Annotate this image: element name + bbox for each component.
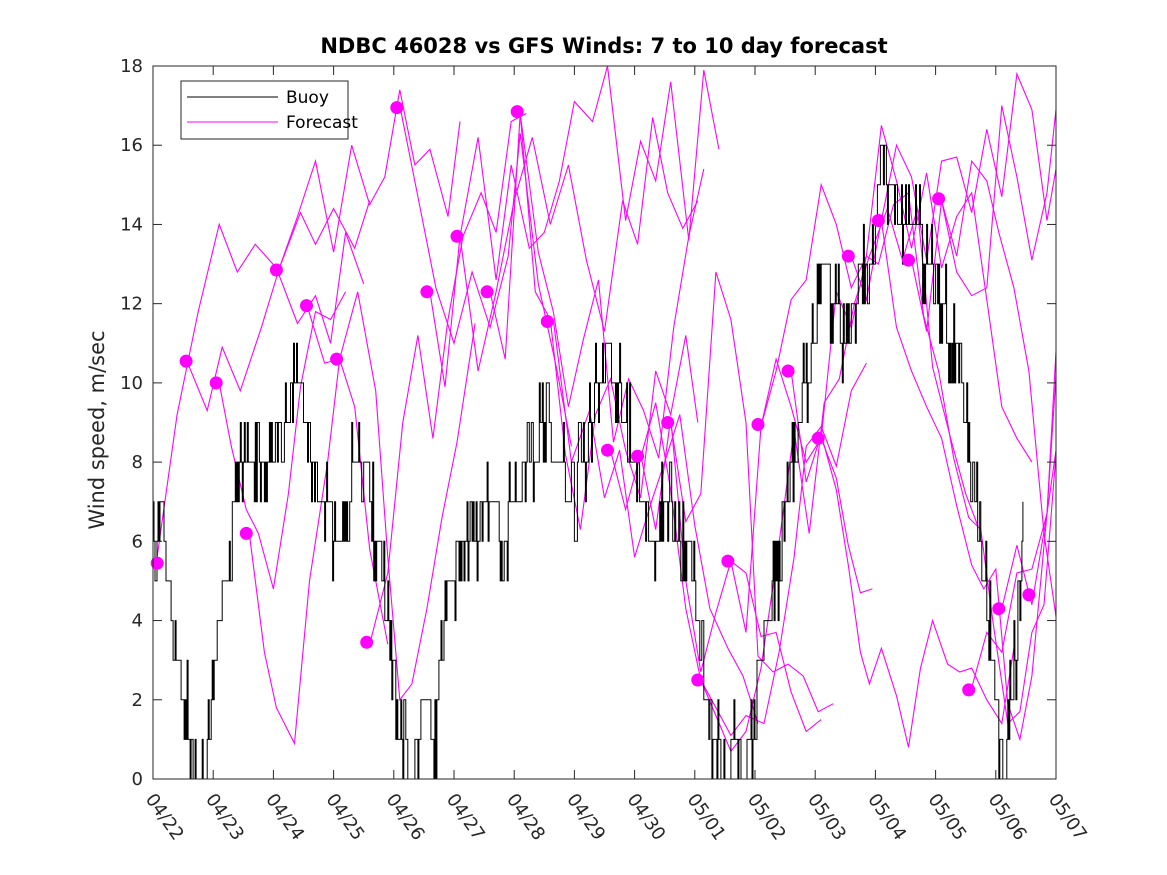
forecast-marker-15 xyxy=(631,449,645,463)
forecast-marker-5 xyxy=(300,299,313,313)
forecast-marker-9 xyxy=(420,285,434,299)
forecast-marker-10 xyxy=(450,229,464,243)
y-tick-label-2: 4 xyxy=(132,611,143,632)
forecast-markers xyxy=(150,101,1036,697)
forecast-line-17 xyxy=(730,356,873,633)
y-tick-label-8: 16 xyxy=(120,135,143,156)
forecast-marker-14 xyxy=(601,443,614,457)
forecast-marker-19 xyxy=(751,418,765,431)
forecast-marker-2 xyxy=(209,376,223,390)
forecast-marker-13 xyxy=(540,315,554,328)
forecast-marker-16 xyxy=(661,416,675,429)
y-tick-label-5: 10 xyxy=(120,373,143,394)
forecast-marker-1 xyxy=(179,354,193,368)
forecast-marker-26 xyxy=(962,683,976,697)
y-tick-label-7: 14 xyxy=(120,214,143,235)
y-tick-label-3: 6 xyxy=(132,531,143,552)
forecast-marker-3 xyxy=(239,526,253,540)
forecast-line-6 xyxy=(369,113,527,645)
forecast-line-24 xyxy=(941,159,1057,617)
forecast-marker-20 xyxy=(781,364,795,378)
forecast-line-21 xyxy=(850,71,1057,302)
forecast-line-10 xyxy=(489,113,705,459)
y-tick-label-6: 12 xyxy=(120,294,143,315)
legend-buoy-label: Buoy xyxy=(286,88,329,108)
forecast-marker-12 xyxy=(510,105,524,119)
buoy-series xyxy=(153,144,1024,780)
legend-forecast-label: Forecast xyxy=(286,113,358,133)
buoy-line xyxy=(153,144,1024,780)
forecast-marker-21 xyxy=(811,431,825,445)
forecast-line-4 xyxy=(278,89,461,269)
chart-title: NDBC 46028 vs GFS Winds: 7 to 10 day for… xyxy=(320,34,887,58)
y-tick-label-1: 2 xyxy=(132,690,143,711)
forecast-marker-6 xyxy=(330,352,344,366)
forecast-line-16 xyxy=(700,206,979,753)
y-axis: 0 2 4 6 8 10 12 14 16 18 xyxy=(120,56,1056,790)
forecast-marker-17 xyxy=(691,673,705,687)
forecast-line-15 xyxy=(670,271,834,713)
forecast-marker-27 xyxy=(992,602,1006,616)
forecast-marker-11 xyxy=(480,285,494,299)
y-tick-label-4: 8 xyxy=(132,452,143,473)
forecast-line-13 xyxy=(609,418,822,733)
forecast-marker-8 xyxy=(390,101,404,115)
forecast-marker-25 xyxy=(932,192,946,206)
forecast-marker-4 xyxy=(269,263,283,277)
forecast-line-26 xyxy=(1001,351,1057,609)
forecast-line-0 xyxy=(155,222,365,566)
forecast-marker-18 xyxy=(721,554,735,568)
forecast-marker-0 xyxy=(150,556,164,570)
y-tick-label-0: 0 xyxy=(132,769,143,790)
forecast-line-7 xyxy=(399,105,572,447)
forecast-marker-28 xyxy=(1022,588,1036,602)
legend: Buoy Forecast xyxy=(180,80,358,140)
forecast-marker-23 xyxy=(871,214,885,227)
y-axis-label: Wind speed, m/sec xyxy=(85,330,109,529)
forecast-line-19 xyxy=(790,370,1015,748)
forecast-line-9 xyxy=(459,117,699,372)
forecast-line-8 xyxy=(429,65,720,387)
forecast-line-23 xyxy=(910,105,1057,332)
forecast-marker-7 xyxy=(360,635,374,649)
forecast-marker-24 xyxy=(902,253,915,267)
forecast-line-22 xyxy=(880,220,1057,742)
forecast-line-18 xyxy=(760,125,1033,463)
plot-frame xyxy=(152,65,1057,780)
y-tick-label-9: 18 xyxy=(120,56,143,77)
legend-box xyxy=(180,80,349,140)
forecast-marker-22 xyxy=(841,249,855,263)
